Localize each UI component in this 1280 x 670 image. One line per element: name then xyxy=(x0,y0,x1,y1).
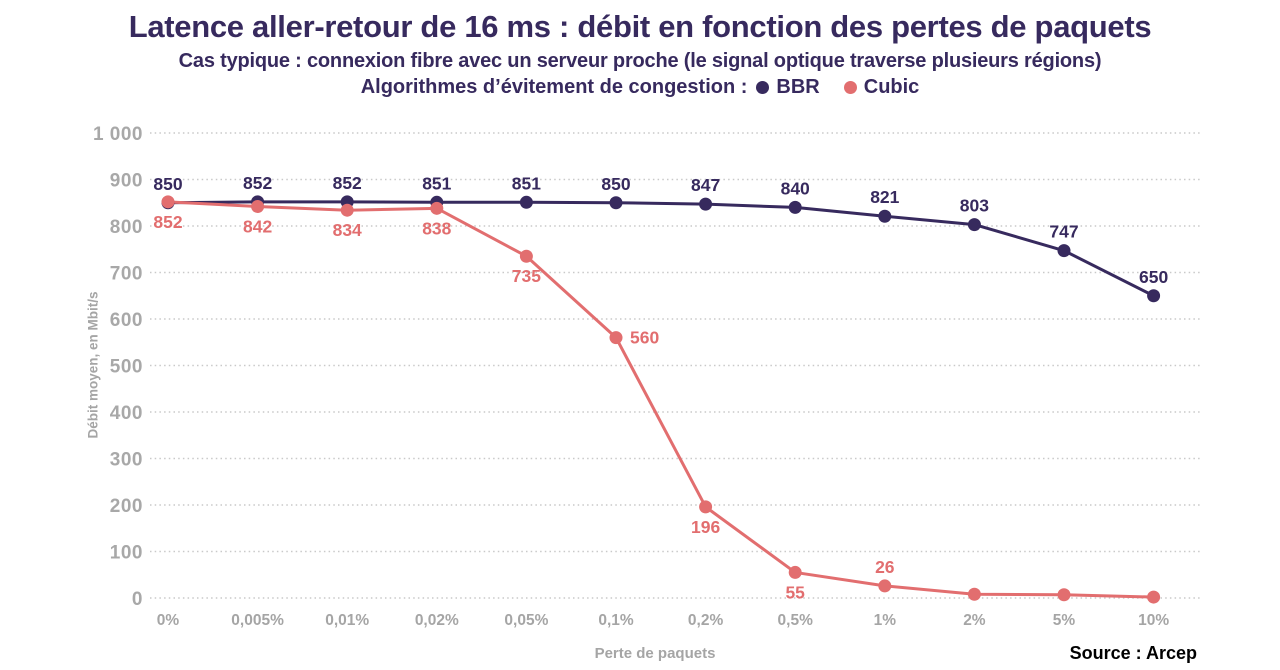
svg-text:838: 838 xyxy=(422,218,451,238)
svg-text:26: 26 xyxy=(875,557,895,577)
svg-text:842: 842 xyxy=(243,216,272,236)
svg-text:600: 600 xyxy=(110,310,143,331)
svg-text:900: 900 xyxy=(110,171,143,192)
svg-text:852: 852 xyxy=(153,212,182,232)
svg-text:1%: 1% xyxy=(874,612,897,629)
svg-text:852: 852 xyxy=(243,173,272,193)
y-axis-title: Débit moyen, en Mbit/s xyxy=(85,291,101,439)
x-axis-title: Perte de paquets xyxy=(594,645,716,662)
chart-header: Latence aller-retour de 16 ms : débit en… xyxy=(0,0,1280,99)
legend-item-cubic: Cubic xyxy=(843,76,920,99)
bbr-dot-icon xyxy=(756,81,770,94)
svg-text:700: 700 xyxy=(110,264,143,285)
svg-text:851: 851 xyxy=(512,173,541,193)
svg-text:300: 300 xyxy=(110,450,143,471)
svg-text:0,01%: 0,01% xyxy=(325,612,369,629)
legend-item-bbr: BBR xyxy=(756,76,820,99)
svg-text:0,02%: 0,02% xyxy=(415,612,459,629)
svg-text:196: 196 xyxy=(691,517,720,537)
page-title: Latence aller-retour de 16 ms : débit en… xyxy=(128,9,1152,44)
svg-text:834: 834 xyxy=(333,220,362,240)
legend-item-bbr-label: BBR xyxy=(776,76,820,98)
cubic-dot-icon xyxy=(843,81,857,94)
svg-text:2%: 2% xyxy=(963,612,986,629)
svg-text:850: 850 xyxy=(153,174,182,194)
svg-text:735: 735 xyxy=(512,266,541,286)
svg-text:650: 650 xyxy=(1139,267,1168,287)
svg-text:400: 400 xyxy=(110,403,143,424)
svg-text:850: 850 xyxy=(601,174,630,194)
svg-text:500: 500 xyxy=(110,357,143,378)
svg-text:0,05%: 0,05% xyxy=(504,612,548,629)
svg-text:10%: 10% xyxy=(1138,612,1169,629)
legend-item-cubic-label: Cubic xyxy=(863,76,920,98)
svg-text:200: 200 xyxy=(110,496,143,517)
svg-text:0,005%: 0,005% xyxy=(231,612,284,629)
svg-text:0: 0 xyxy=(132,589,143,610)
svg-text:821: 821 xyxy=(870,187,899,207)
chart-subtitle: Cas typique : connexion fibre avec un se… xyxy=(178,50,1102,72)
svg-text:5%: 5% xyxy=(1053,612,1076,629)
chart-legend: Algorithmes d’évitement de congestion : … xyxy=(0,76,1280,99)
svg-text:0,1%: 0,1% xyxy=(598,612,634,629)
svg-text:800: 800 xyxy=(110,217,143,238)
svg-text:100: 100 xyxy=(110,543,143,564)
svg-text:851: 851 xyxy=(422,173,451,193)
svg-text:747: 747 xyxy=(1049,222,1078,242)
svg-text:0,2%: 0,2% xyxy=(688,612,724,629)
source-credit: Source : Arcep xyxy=(1069,643,1197,663)
svg-text:0,5%: 0,5% xyxy=(778,612,814,629)
svg-text:0%: 0% xyxy=(157,612,180,629)
svg-text:803: 803 xyxy=(960,196,989,216)
svg-text:840: 840 xyxy=(781,178,810,198)
svg-text:55: 55 xyxy=(785,582,805,602)
legend-label: Algorithmes d’évitement de congestion : xyxy=(360,76,748,98)
svg-text:852: 852 xyxy=(333,173,362,193)
svg-text:1 000: 1 000 xyxy=(93,124,143,145)
svg-text:847: 847 xyxy=(691,175,720,195)
svg-text:560: 560 xyxy=(630,328,659,348)
